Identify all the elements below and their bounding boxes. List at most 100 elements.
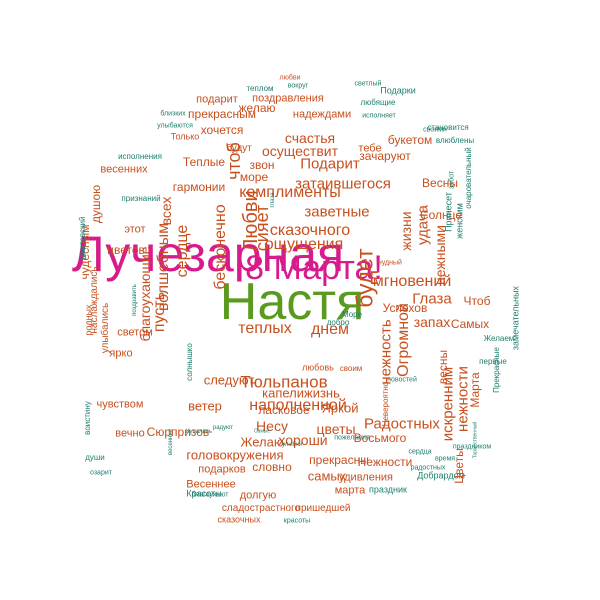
cloud-word-62: поздравления [252, 92, 324, 105]
cloud-word-72: любовь [302, 362, 334, 373]
cloud-word-96: радостных [410, 464, 446, 472]
cloud-word-vertical-12: Огромной [395, 303, 412, 377]
cloud-word-29: Восьмого [353, 431, 407, 445]
cloud-word-49: Весны [422, 176, 458, 190]
cloud-word-48: Чтоб [463, 294, 491, 308]
cloud-word-vertical-19: благоухающие [137, 246, 153, 342]
cloud-word-vertical-20: всех [158, 196, 174, 226]
cloud-word-vertical-18: Невероятно [381, 381, 390, 427]
cloud-word-91: первые [479, 357, 507, 366]
cloud-word-71: вечно [115, 427, 145, 440]
cloud-word-70: чувством [96, 398, 144, 411]
cloud-word-59: прекрасным [188, 107, 256, 121]
cloud-word-vertical-17: Цветы [452, 448, 466, 484]
cloud-word-102: озарит [90, 469, 112, 477]
cloud-word-5: комплименты [239, 184, 341, 201]
cloud-word-63: надеждами [292, 108, 352, 121]
cloud-word-44: праздник [369, 484, 407, 495]
cloud-word-9: днем [310, 321, 350, 338]
cloud-word-vertical-26: родных [83, 304, 94, 336]
cloud-word-vertical-3: бесконечно [212, 204, 229, 290]
cloud-word-34: марта [334, 484, 366, 497]
cloud-word-90: Желаем [483, 334, 515, 343]
cloud-word-vertical-25: душою [89, 184, 103, 224]
cloud-word-83: Подарки [380, 85, 416, 96]
cloud-word-30: Нежности [357, 455, 413, 469]
cloud-word-vertical-9: удача [414, 205, 432, 245]
cloud-word-8: теплых [238, 320, 292, 337]
cloud-word-vertical-33: Торжественный [472, 421, 479, 459]
cloud-word-vertical-35: воистину [83, 401, 92, 435]
cloud-word-93: праздником [452, 443, 492, 451]
cloud-word-36: прекрасны [309, 453, 369, 467]
cloud-word-92: время [434, 455, 456, 463]
cloud-word-17: запах [413, 314, 451, 330]
cloud-word-97: улыбки [281, 442, 303, 448]
cloud-word-60: желаю [238, 101, 276, 115]
cloud-word-79: любви [279, 74, 301, 82]
cloud-word-75: Только [170, 131, 200, 142]
cloud-word-28: головокружения [186, 447, 284, 463]
cloud-word-vertical-29: Принесет [443, 192, 454, 232]
cloud-word-35: словно [252, 460, 292, 474]
cloud-word-64: будут [226, 143, 252, 154]
cloud-word-32: удивления [338, 471, 394, 484]
cloud-word-vertical-36: весенние [168, 428, 174, 456]
cloud-word-10: сказочного [269, 222, 351, 239]
cloud-word-74: чудный [378, 259, 402, 267]
cloud-word-vertical-22: улыбались [100, 302, 111, 354]
cloud-word-6: ощущения [264, 236, 344, 253]
cloud-word-40: сладострастного [221, 503, 301, 514]
cloud-word-19: Несу [256, 418, 288, 434]
cloud-word-78: теплом [246, 84, 274, 93]
cloud-word-26: следуют [203, 372, 255, 388]
cloud-word-87: влюблены [435, 136, 475, 145]
cloud-word-100: Море [341, 310, 363, 319]
cloud-word-4: мгновений [372, 273, 452, 290]
cloud-word-42: сказочных [217, 514, 261, 525]
cloud-word-2: 8 Марта! [245, 249, 383, 287]
cloud-word-84: исполняет [362, 112, 396, 120]
cloud-word-76: исполнения [118, 152, 162, 161]
cloud-word-86: своими [423, 126, 447, 134]
cloud-word-67: этот [124, 223, 146, 236]
cloud-word-82: любящие [360, 98, 396, 107]
cloud-word-53: тебе [358, 142, 382, 155]
cloud-word-16: Глаза [412, 290, 452, 308]
cloud-word-55: гармонии [172, 180, 226, 194]
cloud-word-52: зачаруют [359, 149, 411, 163]
cloud-word-94: новостей [387, 376, 417, 384]
cloud-word-vertical-5: сердце [174, 224, 191, 278]
cloud-word-95: сердца [408, 448, 432, 456]
cloud-word-39: долгую [239, 489, 277, 502]
cloud-word-23: ласковое [258, 403, 310, 417]
cloud-word-24: капелижизнь [262, 385, 340, 401]
cloud-word-27: Желаю [240, 434, 284, 450]
cloud-word-43: Красоты [186, 488, 222, 499]
cloud-word-vertical-37: поздравить [132, 284, 138, 316]
cloud-word-0: Настя [219, 273, 365, 331]
cloud-word-vertical-32: Прекрасные [492, 347, 501, 393]
cloud-word-33: самых [307, 468, 347, 484]
cloud-word-vertical-31: замечательных [510, 285, 521, 351]
cloud-word-7: наполненной [249, 397, 347, 414]
cloud-word-103: Купались [185, 429, 213, 435]
cloud-word-88: близких [160, 110, 186, 118]
cloud-word-22: Яркой [321, 400, 359, 416]
cloud-word-vertical-1: сияет [252, 204, 272, 252]
cloud-word-99: добро [326, 318, 350, 327]
cloud-word-73: своим [339, 364, 363, 373]
cloud-word-vertical-21: солнышко [185, 343, 194, 381]
cloud-word-15: счастья [284, 130, 336, 146]
cloud-word-vertical-34: забот [448, 170, 456, 190]
cloud-word-vertical-7: будет [351, 248, 378, 308]
cloud-word-107: красоты [283, 517, 311, 525]
cloud-word-vertical-10: жизни [398, 211, 414, 251]
cloud-word-68: ярко [109, 347, 133, 360]
cloud-word-61: подарит [196, 93, 238, 106]
cloud-word-47: Успехов [382, 301, 428, 315]
cloud-word-41: пришедшей [295, 503, 351, 514]
cloud-word-vertical-2: чтоб [224, 142, 244, 180]
cloud-word-46: Самых [450, 317, 490, 331]
